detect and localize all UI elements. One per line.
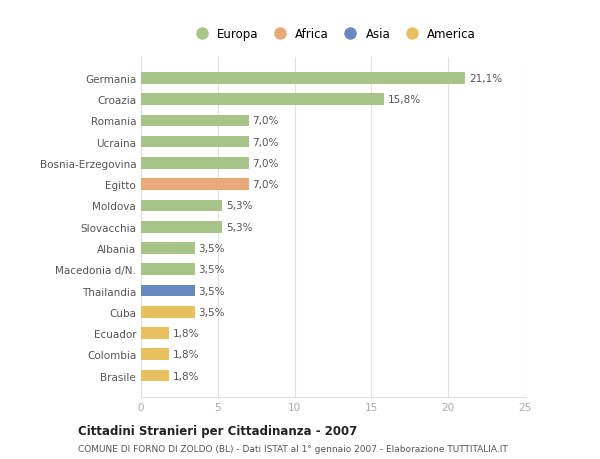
Text: 21,1%: 21,1% bbox=[469, 73, 502, 84]
Bar bbox=[141, 370, 169, 381]
Text: 3,5%: 3,5% bbox=[199, 307, 225, 317]
Text: 3,5%: 3,5% bbox=[199, 243, 225, 253]
Text: 7,0%: 7,0% bbox=[253, 137, 279, 147]
Bar bbox=[141, 115, 248, 127]
Text: 5,3%: 5,3% bbox=[226, 201, 253, 211]
Bar bbox=[141, 285, 195, 297]
Text: 3,5%: 3,5% bbox=[199, 265, 225, 274]
Bar bbox=[141, 136, 248, 148]
Bar bbox=[141, 73, 465, 84]
Text: 1,8%: 1,8% bbox=[172, 371, 199, 381]
Legend: Europa, Africa, Asia, America: Europa, Africa, Asia, America bbox=[188, 26, 478, 44]
Text: 7,0%: 7,0% bbox=[253, 116, 279, 126]
Bar bbox=[141, 243, 195, 254]
Bar bbox=[141, 327, 169, 339]
Text: 1,8%: 1,8% bbox=[172, 350, 199, 359]
Bar bbox=[141, 94, 383, 106]
Bar bbox=[141, 179, 248, 190]
Bar bbox=[141, 200, 223, 212]
Bar bbox=[141, 158, 248, 169]
Text: Cittadini Stranieri per Cittadinanza - 2007: Cittadini Stranieri per Cittadinanza - 2… bbox=[78, 425, 357, 437]
Text: 15,8%: 15,8% bbox=[388, 95, 421, 105]
Text: 5,3%: 5,3% bbox=[226, 222, 253, 232]
Text: COMUNE DI FORNO DI ZOLDO (BL) - Dati ISTAT al 1° gennaio 2007 - Elaborazione TUT: COMUNE DI FORNO DI ZOLDO (BL) - Dati IST… bbox=[78, 444, 508, 453]
Text: 3,5%: 3,5% bbox=[199, 286, 225, 296]
Bar bbox=[141, 264, 195, 275]
Bar bbox=[141, 306, 195, 318]
Text: 1,8%: 1,8% bbox=[172, 328, 199, 338]
Text: 7,0%: 7,0% bbox=[253, 180, 279, 190]
Bar bbox=[141, 221, 223, 233]
Bar bbox=[141, 349, 169, 360]
Text: 7,0%: 7,0% bbox=[253, 158, 279, 168]
